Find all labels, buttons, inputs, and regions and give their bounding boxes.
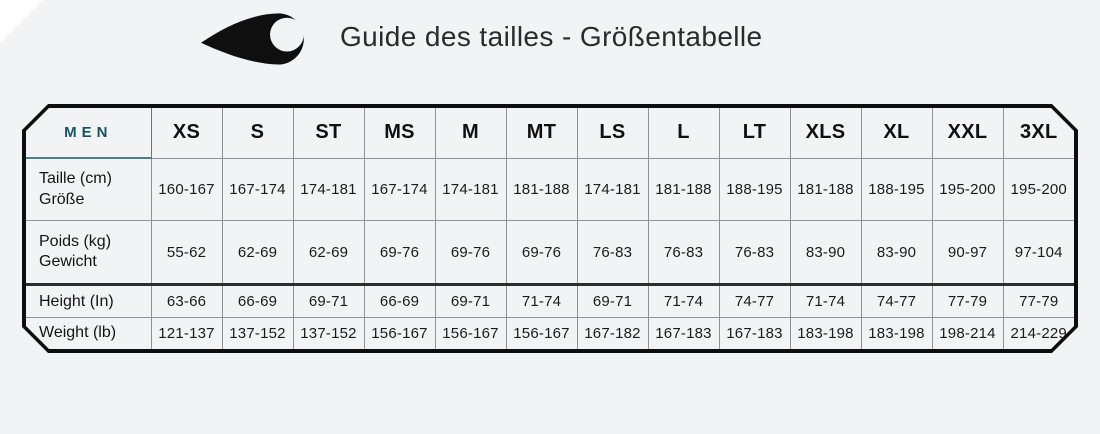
page-title: Guide des tailles - Größentabelle xyxy=(340,21,763,52)
size-value-cell: 90-97 xyxy=(932,221,1003,285)
size-value-cell: 156-167 xyxy=(506,318,577,349)
size-column-header: MT xyxy=(506,108,577,158)
size-value-cell: 74-77 xyxy=(719,285,790,318)
comet-pointer-icon xyxy=(201,13,304,65)
table-frame-inner: MEN XS S ST MS M MT LS L LT XLS XL XXL 3XL Taille (cm… xyxy=(26,108,1074,349)
table-frame: MEN XS S ST MS M MT LS L LT XLS XL XXL 3XL Taille (cm… xyxy=(22,104,1078,353)
size-value-cell: 214-229 xyxy=(1003,318,1074,349)
size-value-cell: 97-104 xyxy=(1003,221,1074,285)
size-column-header: ST xyxy=(293,108,364,158)
size-column-header: 3XL xyxy=(1019,121,1058,144)
table-row: Weight (lb) 121-137 137-152 137-152 156-167 1… xyxy=(26,318,1074,349)
table-row: Poids (kg) Gewicht 55-62 62-69 62-69 69-76 69-… xyxy=(26,221,1074,285)
size-value-cell: 62-69 xyxy=(293,221,364,285)
size-value-cell: 167-174 xyxy=(364,158,435,221)
size-value-cell: 121-137 xyxy=(151,318,222,349)
size-value-cell: 174-181 xyxy=(293,158,364,221)
size-value-cell: 66-69 xyxy=(364,285,435,318)
size-column-header: LS xyxy=(577,108,648,158)
size-value-cell: 77-79 xyxy=(1003,285,1074,318)
size-value-cell: 66-69 xyxy=(222,285,293,318)
row-label: Weight (lb) xyxy=(26,318,151,349)
size-value-cell: 167-174 xyxy=(222,158,293,221)
size-column-header: XL xyxy=(861,108,932,158)
size-value-cell: 76-83 xyxy=(577,221,648,285)
size-value-cell: 83-90 xyxy=(861,221,932,285)
size-value-cell: 167-182 xyxy=(577,318,648,349)
size-column-header: S xyxy=(222,108,293,158)
size-value-cell: 181-188 xyxy=(506,158,577,221)
size-value-cell: 137-152 xyxy=(222,318,293,349)
size-value-cell: 160-167 xyxy=(151,158,222,221)
size-value-cell: 188-195 xyxy=(861,158,932,221)
size-value-cell: 195-200 xyxy=(932,158,1003,221)
size-value-cell: 76-83 xyxy=(648,221,719,285)
size-value-cell: 71-74 xyxy=(648,285,719,318)
table-row: Height (In) 63-66 66-69 69-71 66-69 69-71 71-7… xyxy=(26,285,1074,318)
size-value-cell: 76-83 xyxy=(719,221,790,285)
size-value-cell: 156-167 xyxy=(364,318,435,349)
size-value-cell: 181-188 xyxy=(648,158,719,221)
size-table-header-row: MEN XS S ST MS M MT LS L LT XLS XL XXL 3XL xyxy=(26,108,1074,158)
row-label: Poids (kg) Gewicht xyxy=(26,221,151,285)
row-label: Height (In) xyxy=(26,285,151,318)
size-value-cell: 71-74 xyxy=(506,285,577,318)
size-value-cell: 74-77 xyxy=(861,285,932,318)
size-column-header: XLS xyxy=(790,108,861,158)
size-value-cell: 183-198 xyxy=(790,318,861,349)
size-value-cell: 69-71 xyxy=(435,285,506,318)
size-value-cell: 83-90 xyxy=(790,221,861,285)
size-column-header: M xyxy=(435,108,506,158)
size-value-cell: 69-71 xyxy=(293,285,364,318)
size-value-cell: 77-79 xyxy=(932,285,1003,318)
table-corner-label: MEN xyxy=(26,108,151,158)
page-header: Guide des tailles - Größentabelle xyxy=(198,6,763,68)
size-value-cell: 71-74 xyxy=(790,285,861,318)
size-value-cell: 63-66 xyxy=(151,285,222,318)
size-value-cell: 62-69 xyxy=(222,221,293,285)
size-column-header: MS xyxy=(364,108,435,158)
size-value-cell: 174-181 xyxy=(577,158,648,221)
size-value-cell: 69-71 xyxy=(577,285,648,318)
size-column-header: XXL xyxy=(932,108,1003,158)
size-value-cell: 167-183 xyxy=(719,318,790,349)
size-value-cell: 181-188 xyxy=(790,158,861,221)
size-value-cell: 174-181 xyxy=(435,158,506,221)
size-column-header: LT xyxy=(719,108,790,158)
size-column-header: XS xyxy=(151,108,222,158)
size-value-cell: 69-76 xyxy=(506,221,577,285)
row-label: Taille (cm) Größe xyxy=(26,158,151,221)
size-value-cell: 167-183 xyxy=(648,318,719,349)
size-column-header: L xyxy=(648,108,719,158)
size-value-cell: 137-152 xyxy=(293,318,364,349)
size-value-cell: 156-167 xyxy=(435,318,506,349)
size-table: MEN XS S ST MS M MT LS L LT XLS XL XXL 3XL Taille (cm… xyxy=(26,108,1074,349)
size-value-cell: 195-200 xyxy=(1003,158,1074,221)
size-value-cell: 69-76 xyxy=(364,221,435,285)
table-row: Taille (cm) Größe 160-167 167-174 174-181 167… xyxy=(26,158,1074,221)
size-value-cell: 188-195 xyxy=(719,158,790,221)
size-value-cell: 198-214 xyxy=(932,318,1003,349)
size-value-cell: 55-62 xyxy=(151,221,222,285)
size-value-cell: 69-76 xyxy=(435,221,506,285)
page-corner-cut-decoration xyxy=(0,0,44,44)
size-table-body: Taille (cm) Größe 160-167 167-174 174-181 167… xyxy=(26,158,1074,349)
size-value-cell: 183-198 xyxy=(861,318,932,349)
